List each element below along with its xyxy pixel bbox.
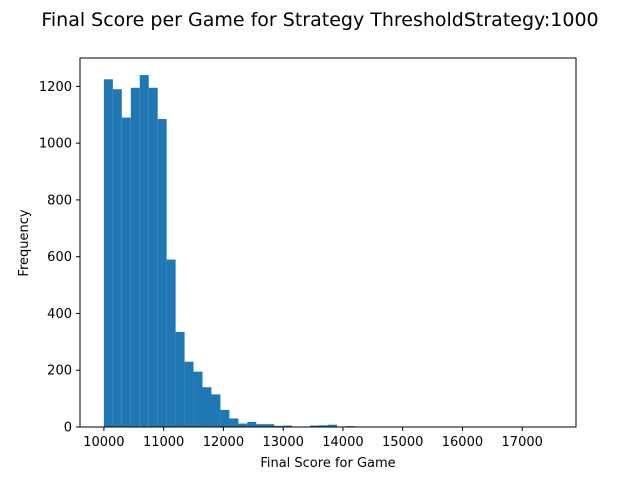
x-tick-label: 14000 (322, 435, 363, 450)
histogram-bar (166, 259, 176, 427)
y-tick-label: 800 (47, 193, 72, 208)
histogram-bar (130, 87, 140, 428)
bars-group (103, 75, 553, 428)
histogram-bar (211, 394, 221, 427)
histogram-bar (148, 87, 158, 428)
plot-frame (79, 57, 577, 428)
histogram-bar (157, 119, 167, 428)
x-axis-ticks: 10000 11000 12000 13000 14000 15000 16000 17000 (83, 427, 543, 450)
y-tick-label: 400 (47, 307, 72, 322)
histogram-bar (220, 409, 230, 427)
x-axis-label: Final Score for Game (260, 456, 395, 471)
x-tick-label: 10000 (83, 435, 124, 450)
y-tick-label: 1000 (39, 137, 72, 152)
histogram-bar (184, 361, 194, 427)
histogram-bar (103, 79, 113, 428)
histogram-bar (139, 75, 149, 428)
y-tick-label: 1200 (39, 80, 72, 95)
x-tick-label: 17000 (502, 435, 543, 450)
x-tick-label: 11000 (143, 435, 184, 450)
y-tick-label: 0 (64, 421, 72, 436)
histogram-bar (310, 425, 320, 427)
y-axis-ticks: 0 200 400 600 800 1000 1200 (39, 80, 80, 436)
histogram-bar (247, 421, 257, 427)
y-tick-label: 200 (47, 364, 72, 379)
x-tick-label: 12000 (203, 435, 244, 450)
chart-title: Final Score per Game for Strategy Thresh… (41, 9, 598, 31)
x-tick-label: 15000 (382, 435, 423, 450)
histogram-bar (193, 371, 203, 427)
histogram-bar (283, 425, 293, 427)
x-tick-label: 13000 (263, 435, 304, 450)
histogram-bar (229, 418, 239, 427)
histogram-bar (319, 425, 328, 427)
histogram-bar (238, 423, 248, 427)
x-tick-label: 16000 (442, 435, 483, 450)
histogram-bar (175, 331, 185, 427)
histogram-bar (112, 89, 122, 427)
histogram-bar (121, 117, 131, 427)
histogram-bar (202, 387, 212, 427)
histogram-bar (328, 424, 337, 427)
y-axis-label: Frequency (17, 209, 32, 276)
y-tick-label: 600 (47, 250, 72, 265)
histogram-bar (256, 424, 266, 427)
histogram-bar (274, 425, 284, 427)
histogram-bar (265, 424, 275, 427)
